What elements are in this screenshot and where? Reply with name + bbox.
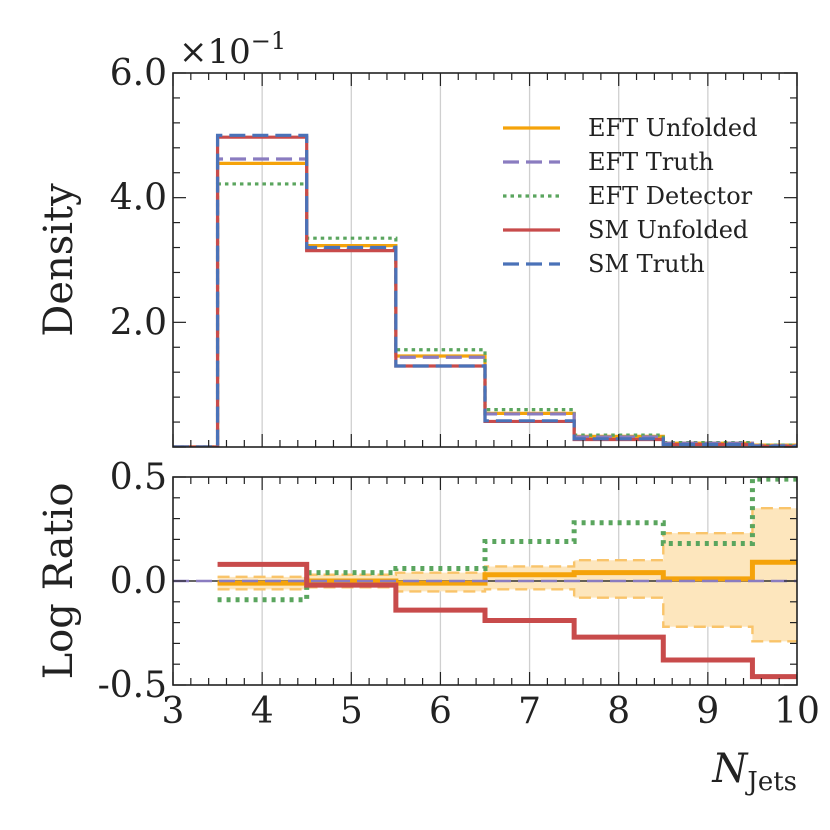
ratio-x-tick-label: 6	[429, 691, 452, 732]
density-axes-frame	[172, 72, 798, 448]
ratio-y-tick-label: 0.0	[110, 561, 167, 602]
x-axis-label: NJets	[711, 746, 797, 797]
density-y-tick-label: 6.0	[110, 53, 167, 94]
ratio-x-tick-label: 3	[162, 691, 185, 732]
density-scale-label: ×10−1	[179, 27, 286, 72]
legend-label-eft-unfolded: EFT Unfolded	[588, 114, 757, 142]
ratio-x-tick-label: 4	[251, 691, 274, 732]
ratio-x-tick-label: 9	[696, 691, 719, 732]
ratio-y-tick-label: -0.5	[98, 665, 167, 706]
ratio-y-axis-label: Log Ratio	[36, 483, 82, 680]
x-axis-label-subscript: Jets	[744, 767, 797, 797]
density-y-axis-label: Density	[36, 183, 82, 337]
uncertainty-band-upper	[217, 507, 797, 579]
legend-label-sm-truth: SM Truth	[588, 250, 705, 278]
ratio-series-group	[173, 477, 797, 680]
legend-label-sm-unfolded: SM Unfolded	[588, 216, 748, 244]
legend-label-eft-detector: EFT Detector	[588, 182, 753, 210]
ratio-series-sm-unfolded	[217, 561, 797, 680]
legend: EFT Unfolded EFT Truth EFT Detector SM Unfo…	[503, 114, 757, 278]
density-scale-exponent: −1	[251, 27, 286, 55]
density-y-tick-label: 2.0	[110, 302, 167, 343]
density-y-tick-label: 4.0	[110, 178, 167, 219]
log-ratio-panel: 3 4 5 6 7 8 9 10 -0.5 0.0 0.5 Log Ratio NJets	[36, 457, 820, 797]
ratio-y-tick-label: 0.5	[110, 457, 167, 498]
legend-label-eft-truth: EFT Truth	[588, 148, 714, 176]
ratio-x-tick-label: 5	[340, 691, 363, 732]
ratio-series-eft-detector	[217, 477, 797, 603]
ratio-x-tick-label: 10	[774, 691, 820, 732]
ratio-x-tick-label: 8	[607, 691, 630, 732]
x-axis-label-main: N	[711, 746, 749, 792]
density-panel: 2.0 4.0 6.0 ×10−1 Density EFT Unfolded EFT Tru…	[36, 27, 798, 448]
uncertainty-band-lower	[217, 586, 797, 643]
ratio-x-tick-label: 7	[518, 691, 541, 732]
